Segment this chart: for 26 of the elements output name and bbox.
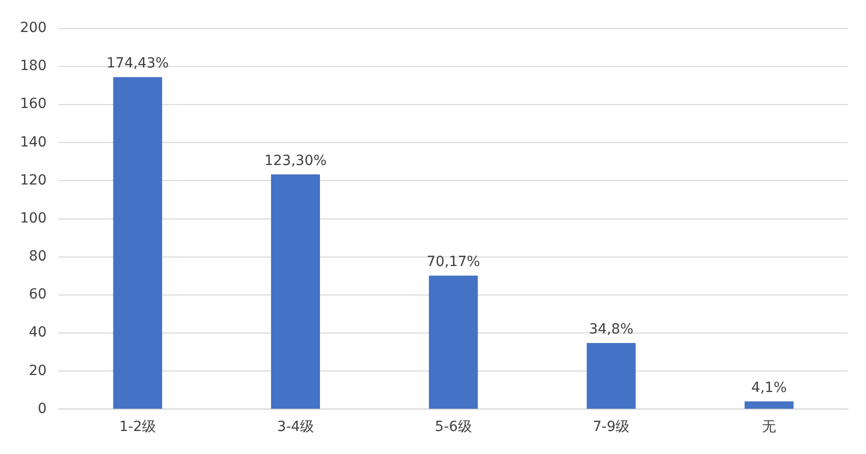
y-tick-label: 120	[20, 172, 47, 188]
y-tick-label: 160	[20, 96, 47, 112]
bar	[428, 276, 478, 409]
x-tick-label: 1-2级	[119, 419, 156, 436]
bar	[271, 174, 320, 409]
x-tick-label: 7-9级	[592, 419, 630, 436]
data-label: 70,17%	[426, 254, 480, 270]
data-label: 4,1%	[751, 380, 787, 396]
x-tick-label: 5-6级	[434, 419, 472, 436]
data-label: 34,8%	[588, 322, 634, 338]
y-tick-label: 60	[28, 286, 47, 303]
data-label: 123,30%	[264, 153, 327, 170]
x-tick-label: 无	[762, 419, 776, 436]
bar	[113, 77, 162, 409]
y-tick-label: 0	[38, 400, 47, 417]
y-tick-label: 20	[28, 362, 47, 379]
x-tick-label: 3-4级	[277, 419, 314, 436]
y-tick-label: 100	[20, 210, 47, 226]
y-tick-label: 140	[20, 134, 47, 150]
bar	[586, 342, 636, 409]
bar	[744, 401, 794, 409]
y-tick-label: 200	[20, 20, 47, 36]
y-tick-label: 80	[28, 248, 47, 265]
y-tick-label: 40	[28, 324, 47, 341]
y-tick-label: 180	[20, 58, 47, 74]
data-label: 174,43%	[106, 56, 169, 72]
